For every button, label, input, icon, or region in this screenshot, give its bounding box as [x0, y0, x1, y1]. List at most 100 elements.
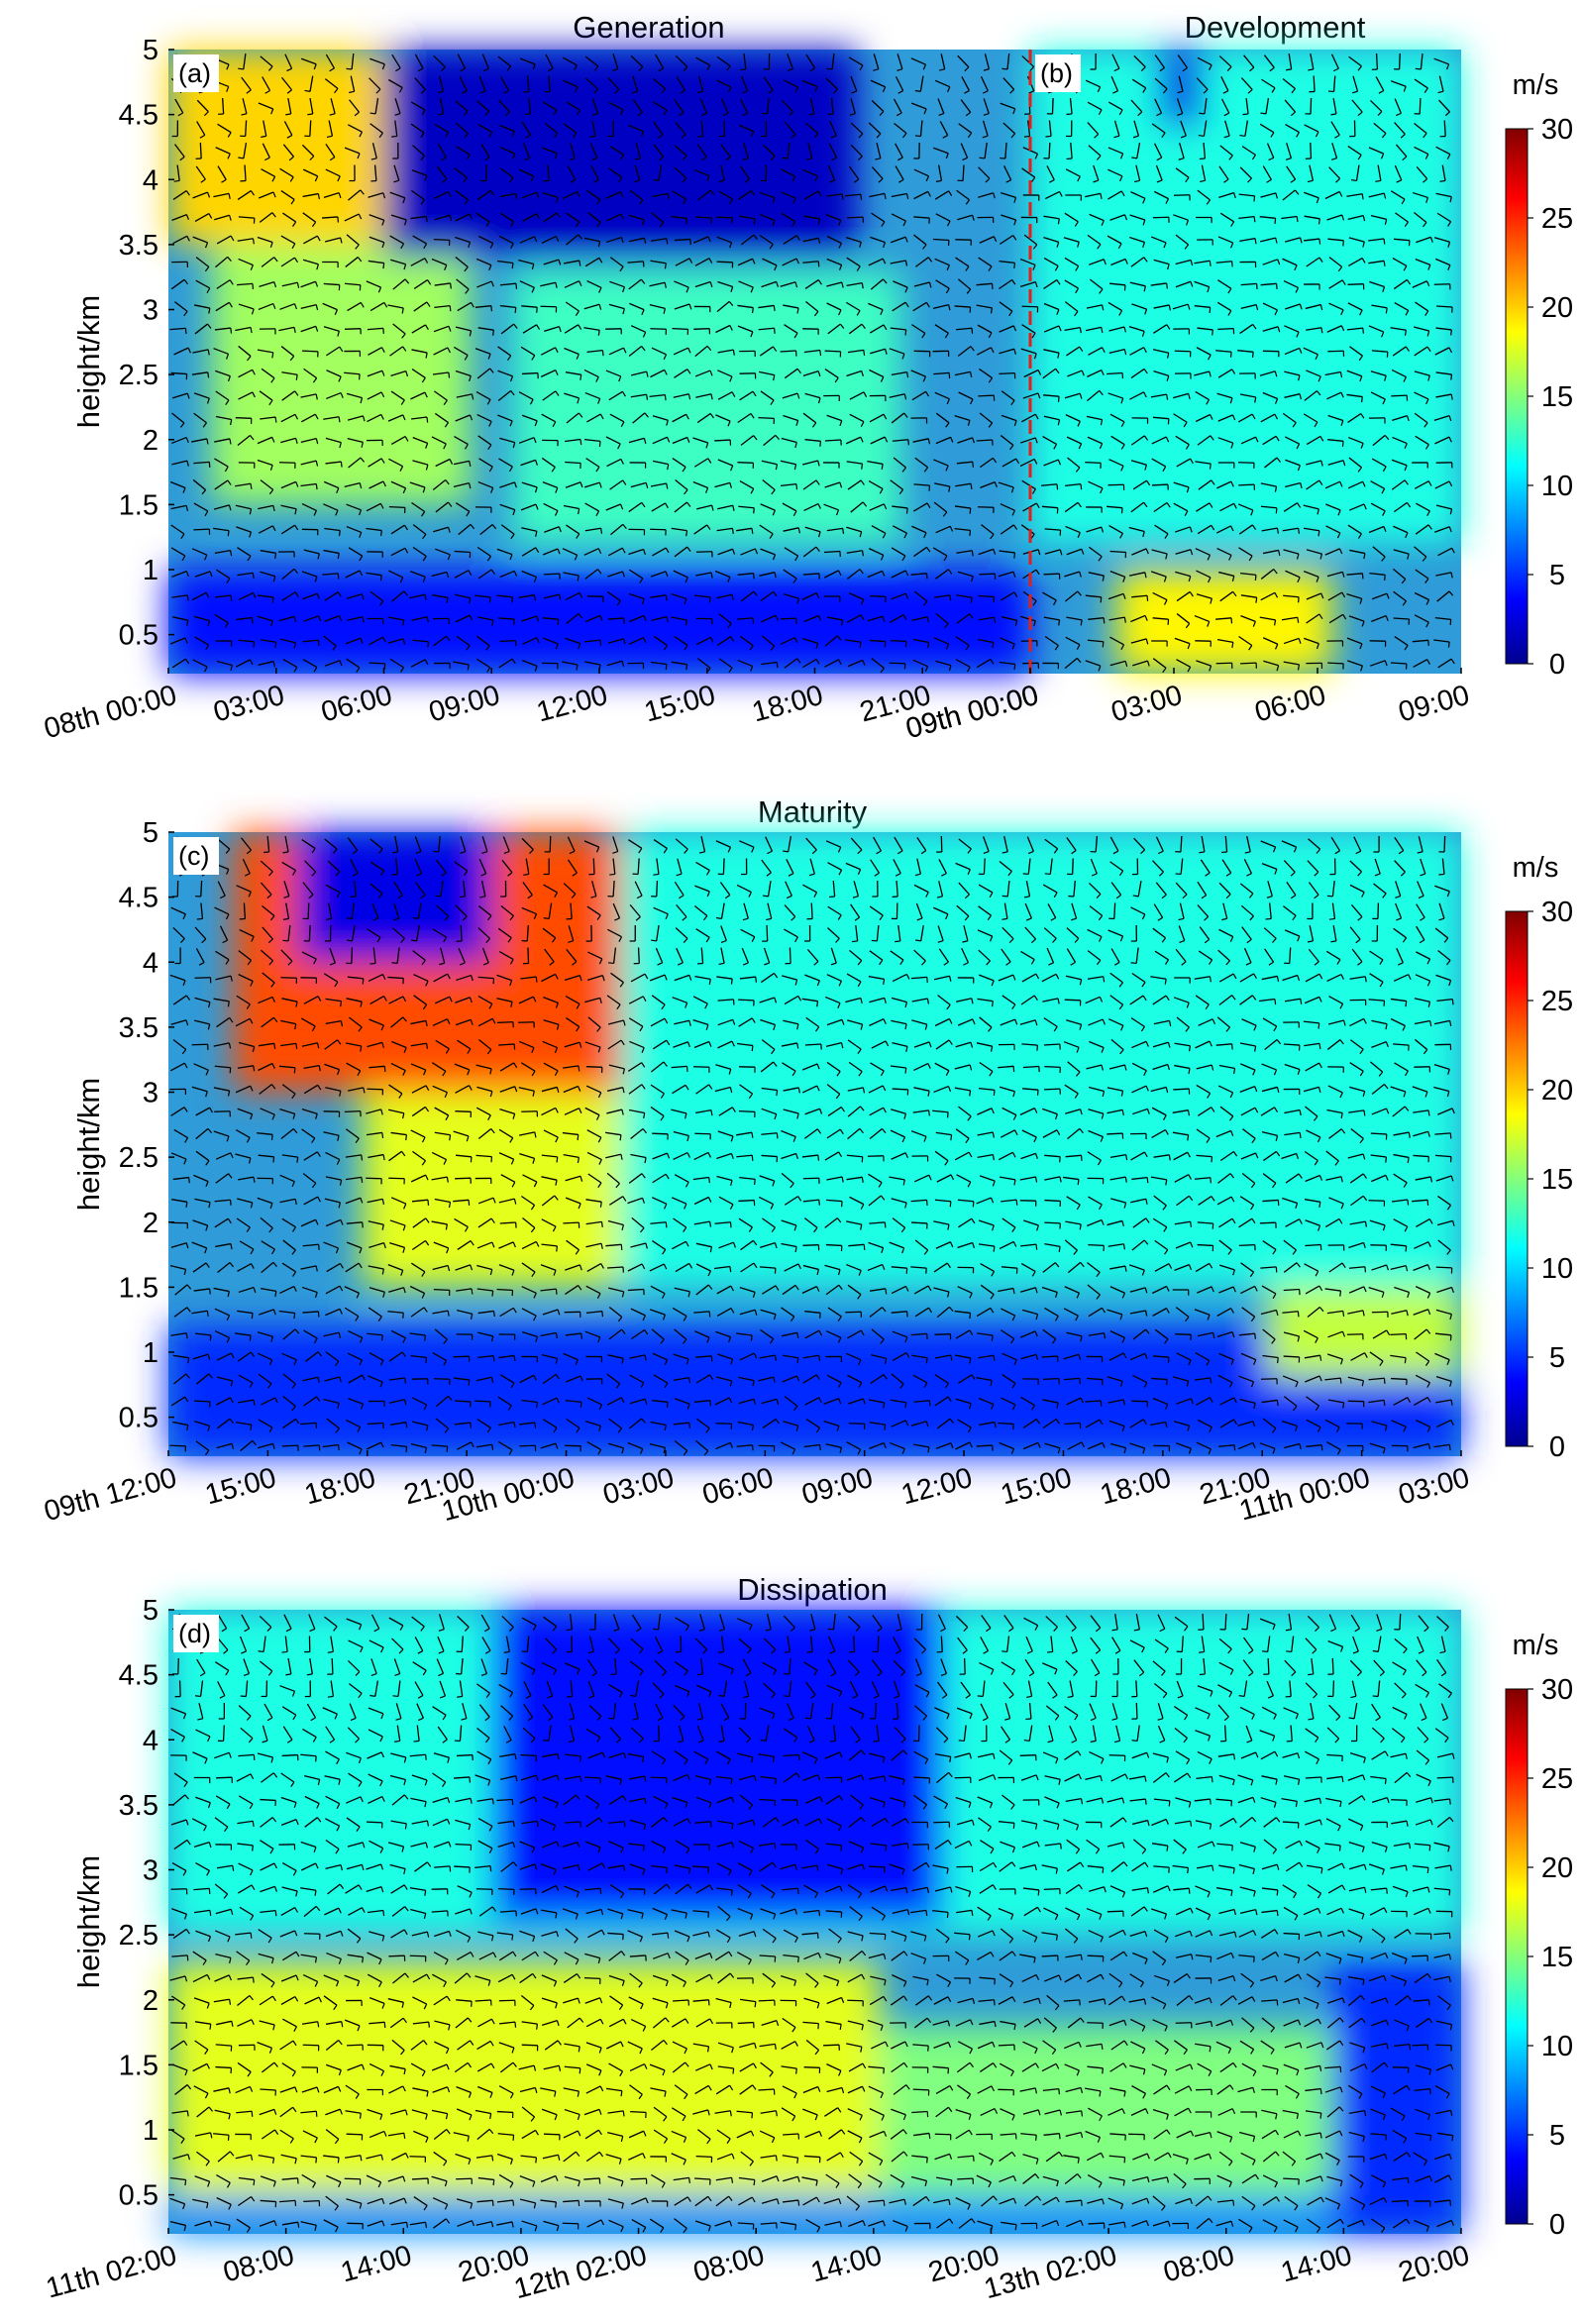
wind-barb-flag — [794, 86, 799, 93]
wind-barb — [195, 257, 210, 267]
wind-barb-flag — [437, 90, 444, 94]
wind-barb-flag — [380, 414, 384, 420]
wind-barb-flag — [403, 590, 408, 596]
wind-barb-flag — [1449, 619, 1452, 625]
wind-barb — [695, 636, 711, 646]
wind-barb-flag — [750, 1334, 753, 1341]
wind-barb-flag — [286, 67, 292, 72]
wind-barb-flag — [405, 1446, 408, 1453]
wind-barb-flag — [173, 179, 180, 182]
wind-barb-flag — [663, 354, 668, 361]
wind-barb — [478, 235, 493, 245]
wind-barb — [369, 123, 383, 134]
wind-barb — [454, 1400, 472, 1403]
wind-barb — [346, 234, 360, 246]
wind-barb-flag — [726, 65, 731, 71]
wind-barb-flag — [642, 332, 647, 338]
wind-barb-flag — [795, 420, 799, 426]
wind-barb — [414, 53, 424, 69]
wind-barb-flag — [599, 1202, 602, 1208]
wind-barb — [326, 370, 342, 377]
wind-barb — [652, 415, 669, 421]
wind-barb-flag — [290, 199, 295, 205]
wind-barb — [609, 479, 624, 490]
wind-barb-flag — [270, 108, 274, 115]
wind-barb — [629, 189, 644, 201]
wind-barb-flag — [362, 978, 365, 985]
wind-barb-flag — [402, 414, 406, 421]
wind-barb — [477, 569, 492, 580]
wind-barb-flag — [731, 391, 736, 397]
wind-barb-flag — [206, 397, 210, 404]
wind-barb-flag — [289, 356, 295, 362]
wind-barb-flag — [658, 134, 664, 139]
wind-barb-flag — [226, 86, 230, 92]
wind-barb — [566, 234, 580, 246]
wind-barb — [826, 258, 842, 266]
wind-barb — [720, 144, 731, 158]
wind-barb — [455, 189, 469, 201]
wind-barb — [566, 412, 580, 424]
wind-barb — [455, 614, 471, 623]
wind-barb-flag — [750, 488, 755, 494]
wind-barb — [410, 571, 426, 578]
wind-barb-flag — [622, 479, 627, 485]
wind-barb — [738, 280, 754, 288]
wind-barb — [330, 98, 336, 114]
wind-barb — [671, 592, 687, 600]
wind-barb-flag — [224, 622, 229, 628]
wind-barb-flag — [511, 131, 515, 137]
wind-barb-flag — [337, 553, 340, 560]
wind-barb — [388, 78, 403, 89]
wind-barb-flag — [449, 305, 452, 312]
wind-barb-flag — [1209, 307, 1212, 313]
wind-barb — [214, 479, 229, 490]
wind-barb-flag — [842, 528, 845, 534]
wind-barb — [344, 371, 361, 375]
wind-barb — [583, 303, 600, 310]
wind-barb-flag — [664, 370, 668, 375]
wind-barb — [432, 478, 447, 491]
wind-barb — [193, 1400, 210, 1403]
wind-barb-flag — [491, 1290, 494, 1297]
wind-barb — [214, 327, 231, 331]
wind-barb-flag — [380, 391, 385, 398]
wind-barb — [627, 261, 644, 264]
wind-barb — [803, 215, 820, 220]
wind-barb-flag — [309, 156, 315, 161]
wind-barb — [434, 282, 451, 286]
wind-barb — [235, 504, 252, 510]
wind-barb-flag — [250, 483, 253, 489]
wind-barb — [522, 637, 538, 645]
wind-barb — [761, 280, 777, 288]
wind-barb-flag — [838, 309, 842, 316]
wind-barb-flag — [1045, 135, 1052, 138]
wind-barb — [323, 635, 337, 647]
wind-barb — [412, 460, 429, 466]
wind-barb — [545, 53, 554, 69]
wind-barb — [717, 459, 733, 467]
wind-barb — [521, 305, 538, 308]
wind-barb-flag — [665, 571, 669, 578]
wind-barb-flag — [446, 635, 451, 642]
wind-barb — [324, 78, 339, 89]
wind-barb — [518, 437, 535, 444]
wind-barb — [978, 394, 995, 397]
wind-barb — [609, 280, 625, 288]
wind-barb — [260, 550, 276, 554]
wind-barb — [457, 301, 472, 312]
wind-barb-flag — [484, 110, 490, 116]
wind-barb — [435, 458, 451, 468]
wind-barb — [804, 526, 821, 533]
wind-barb — [739, 635, 754, 647]
wind-barb — [785, 121, 796, 136]
wind-barb — [870, 594, 887, 598]
wind-barb — [434, 123, 449, 134]
wind-barb-flag — [817, 261, 820, 267]
wind-barb — [475, 212, 490, 223]
wind-barb-flag — [558, 326, 562, 333]
wind-barb — [520, 346, 536, 357]
wind-barb — [412, 524, 427, 535]
wind-barb — [763, 434, 777, 447]
wind-barb — [651, 661, 668, 666]
